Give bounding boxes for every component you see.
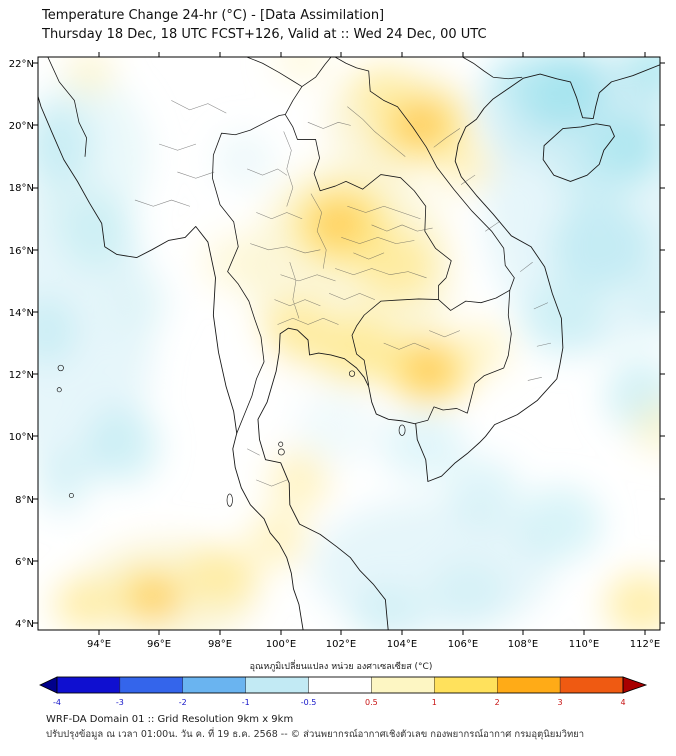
colorbar-tick-label: -3	[116, 698, 124, 707]
colorbar-tick-label: 0.5	[365, 698, 378, 707]
province-borders	[135, 101, 551, 487]
map-area	[36, 55, 660, 632]
colorbar-tick-label: -0.5	[301, 698, 317, 707]
lat-label: 6°N	[15, 557, 34, 568]
colorbar: อุณหภูมิเปลี่ยนแปลง หน่วย องศาเซลเซียส (…	[39, 659, 648, 707]
coastline-east	[258, 65, 660, 633]
lat-label: 18°N	[9, 183, 34, 194]
geography-layer	[36, 55, 659, 632]
colorbar-gradient	[39, 676, 648, 694]
colorbar-title: อุณหภูมิเปลี่ยนแปลง หน่วย องศาเซลเซียส (…	[250, 659, 433, 672]
country-borders	[47, 55, 522, 433]
lon-ticks	[98, 52, 646, 635]
lat-label: 12°N	[9, 370, 34, 381]
lon-label: 100°E	[266, 639, 296, 650]
map-frame	[37, 56, 661, 631]
page-subtitle: Thursday 18 Dec, 18 UTC FCST+126, Valid …	[42, 27, 487, 42]
lat-label: 20°N	[9, 121, 34, 132]
colorbar-tick-label: 2	[495, 698, 500, 707]
colorbar-tick-label: 3	[558, 698, 563, 707]
coastline-west	[36, 91, 303, 632]
hainan-island	[543, 124, 614, 182]
footer-block: WRF-DA Domain 01 :: Grid Resolution 9km …	[46, 712, 584, 742]
domain-resolution-note: WRF-DA Domain 01 :: Grid Resolution 9km …	[46, 714, 294, 725]
lat-label: 14°N	[9, 308, 34, 319]
colorbar-tick-label: 4	[620, 698, 625, 707]
lat-ticks	[33, 62, 665, 624]
lon-label: 102°E	[326, 639, 356, 650]
lat-axis-labels: 22°N 20°N 18°N 16°N 14°N 12°N 10°N 8°N 6…	[9, 59, 34, 630]
update-credit-note: ปรับปรุงข้อมูล ณ เวลา 01:00น. วัน ค. ที่…	[46, 729, 585, 740]
lon-label: 108°E	[508, 639, 538, 650]
lat-label: 10°N	[9, 432, 34, 443]
lon-label: 94°E	[87, 639, 111, 650]
lat-label: 16°N	[9, 246, 34, 257]
lat-label: 8°N	[15, 495, 34, 506]
title-block: Temperature Change 24-hr (°C) - [Data As…	[42, 6, 487, 44]
lon-label: 104°E	[387, 639, 417, 650]
colorbar-tick-labels: -4 -3 -2 -1 -0.5 0.5 1 2 3 4	[53, 698, 626, 707]
colorbar-right-arrow	[622, 676, 648, 694]
lat-label: 22°N	[9, 59, 34, 70]
lat-label: 4°N	[15, 619, 34, 630]
colorbar-left-arrow	[39, 676, 58, 694]
lon-label: 112°E	[630, 639, 660, 650]
small-islands	[57, 365, 405, 506]
lon-label: 98°E	[208, 639, 232, 650]
colorbar-tick-label: -1	[242, 698, 250, 707]
colorbar-tick-label: -4	[53, 698, 61, 707]
lon-label: 110°E	[569, 639, 599, 650]
colorbar-tick-label: 1	[432, 698, 437, 707]
colorbar-tick-label: -2	[179, 698, 187, 707]
lon-label: 96°E	[147, 639, 171, 650]
page-title: Temperature Change 24-hr (°C) - [Data As…	[42, 8, 385, 23]
lon-axis-labels: 94°E 96°E 98°E 100°E 102°E 104°E 106°E 1…	[87, 639, 660, 650]
lon-label: 106°E	[448, 639, 478, 650]
